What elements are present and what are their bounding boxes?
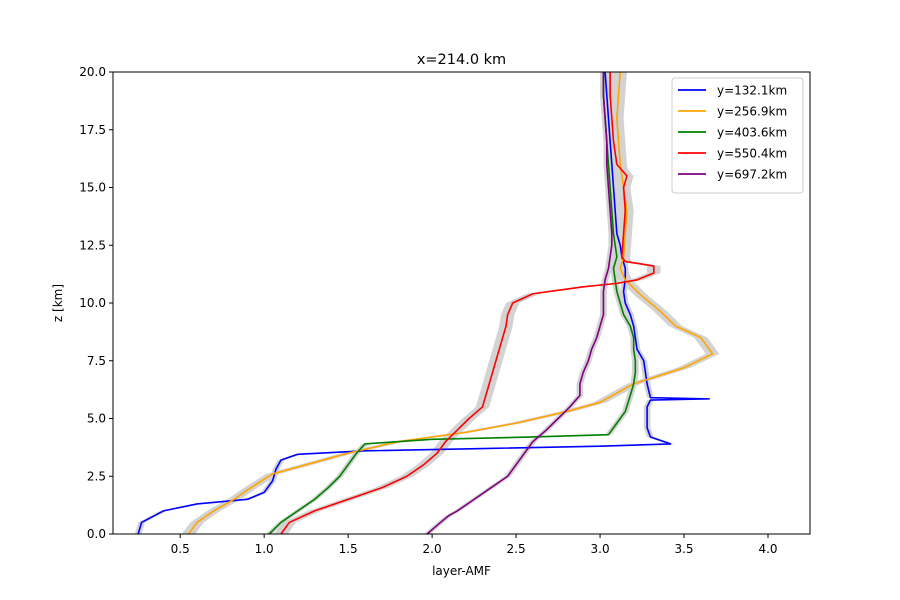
x-tick-label: 2.0 — [423, 542, 442, 556]
y-tick-label: 0.0 — [87, 527, 106, 541]
x-tick-label: 1.0 — [255, 542, 274, 556]
x-tick-label: 3.5 — [674, 542, 693, 556]
y-tick-label: 17.5 — [79, 123, 106, 137]
y-tick-label: 7.5 — [87, 354, 106, 368]
y-tick-label: 20.0 — [79, 65, 106, 79]
x-tick-label: 0.5 — [171, 542, 190, 556]
y-tick-label: 2.5 — [87, 469, 106, 483]
y-axis-ticks: 0.0 2.5 5.0 7.5 10.0 12.5 15.0 17.5 20.0 — [79, 65, 113, 541]
y-axis-label: z [km] — [51, 284, 65, 322]
y-tick-label: 12.5 — [79, 238, 106, 252]
uncertainty-bands — [134, 72, 720, 534]
y-tick-label: 5.0 — [87, 412, 106, 426]
series-line-y-697-2km — [426, 72, 613, 535]
legend: y=132.1km y=256.9km y=403.6km y=550.4km y=69… — [671, 77, 804, 194]
x-tick-label: 4.0 — [758, 542, 777, 556]
x-axis-label: layer-AMF — [432, 564, 491, 578]
band-y-403-6km — [265, 72, 639, 534]
x-tick-label: 1.5 — [339, 542, 358, 556]
x-tick-label: 2.5 — [507, 542, 526, 556]
series-line-y-403-6km — [268, 72, 637, 535]
x-axis-ticks: 0.5 1.0 1.5 2.0 2.5 3.0 3.5 4.0 — [171, 534, 778, 556]
x-tick-label: 3.0 — [591, 542, 610, 556]
series-line-y-550-4km — [280, 72, 655, 535]
y-tick-label: 15.0 — [79, 181, 106, 195]
legend-box — [671, 77, 804, 194]
legend-label-y-550-4km: y=550.4km — [717, 147, 787, 161]
legend-label-y-403-6km: y=403.6km — [717, 126, 787, 140]
legend-label-y-697-2km: y=697.2km — [717, 168, 787, 182]
legend-label-y-256-9km: y=256.9km — [717, 105, 787, 119]
series-line-y-256-9km — [187, 71, 714, 535]
band-y-256-9km — [181, 72, 720, 534]
legend-label-y-132-1km: y=132.1km — [717, 84, 787, 98]
series-lines — [137, 71, 714, 535]
y-tick-label: 10.0 — [79, 296, 106, 310]
chart-title: x=214.0 km — [417, 52, 506, 68]
